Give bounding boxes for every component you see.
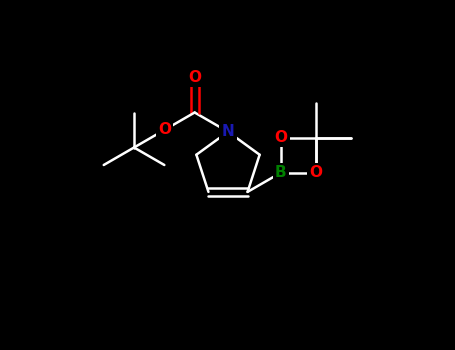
Text: N: N [222, 124, 234, 139]
Text: O: O [188, 70, 201, 85]
Text: O: O [309, 165, 323, 180]
Text: O: O [158, 122, 171, 138]
Text: O: O [274, 130, 288, 145]
Text: B: B [275, 165, 287, 180]
